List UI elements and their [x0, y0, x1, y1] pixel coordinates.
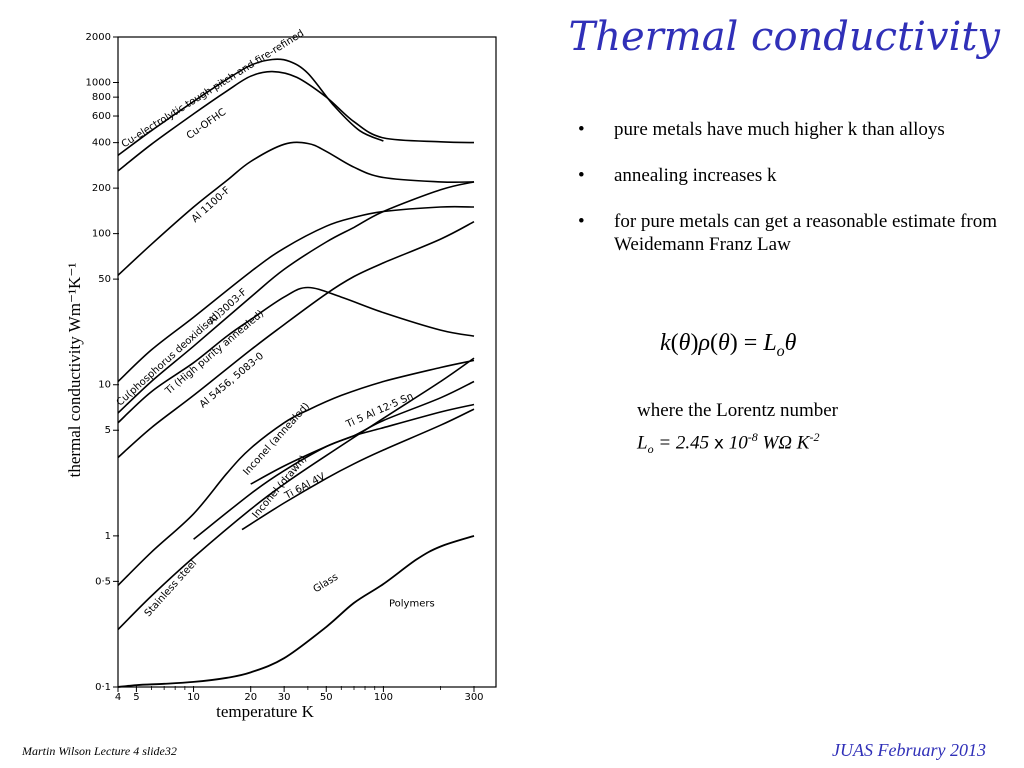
series-line-cu-phosphorus-deoxidised [117, 181, 475, 414]
bullet-item: • annealing increases k [578, 164, 998, 187]
lorentz-units: WΩ K [757, 432, 810, 454]
bullet-symbol: • [578, 119, 585, 140]
series-line-cu-electrolytic-tough-pitch-and-fire-refined [117, 58, 384, 156]
y-tick-label: 1000 [86, 77, 111, 88]
lorentz-exponent: -8 [747, 430, 758, 444]
formula-L: L [763, 330, 777, 356]
x-tick-label: 30 [278, 692, 291, 703]
lorentz-units-exponent: -2 [809, 430, 820, 444]
y-tick-label: 100 [92, 229, 111, 240]
x-tick-label: 300 [464, 692, 483, 703]
series-line-ti-6-al-4v [241, 408, 475, 531]
series-line-cu-ofhc [117, 70, 475, 172]
y-tick-label: 0·5 [95, 576, 111, 587]
bullet-text: annealing increases k [614, 165, 777, 186]
formula-k: k [660, 330, 671, 356]
y-tick-label: 600 [92, 111, 111, 122]
bullet-symbol: • [578, 211, 585, 232]
lorentz-times: x [713, 433, 724, 454]
curve-label: Ti 5 Al 12·5 Sn [344, 391, 415, 431]
x-tick-label: 10 [187, 692, 200, 703]
slide-title: Thermal conductivity [568, 14, 1000, 60]
y-tick-label: 0·1 [95, 682, 111, 693]
y-tick-label: 10 [98, 380, 111, 391]
y-tick-label: 5 [105, 425, 111, 436]
formula-theta: θ [678, 330, 691, 356]
y-axis-label: thermal conductivity Wm⁻¹K⁻¹ [65, 250, 85, 490]
series-line-glass [117, 535, 475, 688]
x-tick-label: 20 [244, 692, 257, 703]
bullet-item: • for pure metals can get a reasonable e… [578, 210, 998, 256]
wiedemann-franz-formula: k(θ)ρ(θ) = Loθ [660, 330, 797, 360]
series-line-al-1100-f [117, 141, 475, 276]
series-line-al-5456-5083-0 [117, 220, 475, 459]
formula-theta: θ [784, 330, 797, 356]
lorentz-ten: 10 [723, 432, 748, 454]
y-axis-label-text: thermal conductivity Wm⁻¹K⁻¹ [65, 262, 84, 478]
bullet-list: • pure metals have much higher k than al… [578, 118, 998, 279]
footer-author: Martin Wilson Lecture 4 slide32 [22, 744, 177, 758]
y-tick-label: 50 [98, 274, 111, 285]
x-tick-label: 4 [115, 692, 121, 703]
y-tick-label: 2000 [86, 32, 111, 43]
y-tick-label: 200 [92, 183, 111, 194]
series-line-inconel-annealed [117, 359, 475, 586]
bullet-item: • pure metals have much higher k than al… [578, 118, 998, 141]
curve-label: Polymers [389, 599, 435, 610]
bullet-text: pure metals have much higher k than allo… [614, 119, 945, 140]
curve-label: Stainless steel [143, 558, 200, 619]
bullet-symbol: • [578, 165, 585, 186]
y-tick-label: 400 [92, 138, 111, 149]
curve-label: Cu-OFHC [185, 107, 228, 142]
x-tick-label: 100 [374, 692, 393, 703]
series-line-stainless-steel [117, 357, 475, 631]
lorentz-subscript: o [647, 442, 654, 457]
lorentz-L: L [637, 432, 648, 454]
formula-theta: θ [717, 330, 730, 356]
y-tick-label: 800 [92, 92, 111, 103]
bullet-text: for pure metals can get a reasonable est… [614, 211, 997, 255]
lorentz-value: = 2.45 [653, 432, 714, 454]
series-line-al-3003-f [117, 205, 475, 383]
curve-label: Glass [311, 572, 340, 596]
formula-subscript: o [776, 342, 785, 360]
x-axis-label: temperature K [216, 702, 314, 721]
series-line-inconel-drawn [193, 380, 475, 540]
series-line-ti-high-purity-annealed [117, 286, 475, 424]
formula-rho: ρ [698, 330, 710, 356]
curve-label: Cu-electrolytic tough pitch and fire-ref… [120, 28, 306, 150]
y-tick-label: 1 [105, 531, 111, 542]
lorentz-number-note: where the Lorentz number Lo = 2.45 x 10-… [637, 398, 838, 462]
plot-frame [117, 36, 497, 688]
x-tick-label: 50 [320, 692, 333, 703]
x-tick-label: 5 [133, 692, 139, 703]
lorentz-line2: Lo = 2.45 x 10-8 WΩ K-2 [637, 424, 838, 462]
lorentz-line1: where the Lorentz number [637, 400, 838, 421]
footer-event: JUAS February 2013 [832, 740, 986, 760]
series-line-ti-5-al-12-5-sn [250, 403, 475, 485]
